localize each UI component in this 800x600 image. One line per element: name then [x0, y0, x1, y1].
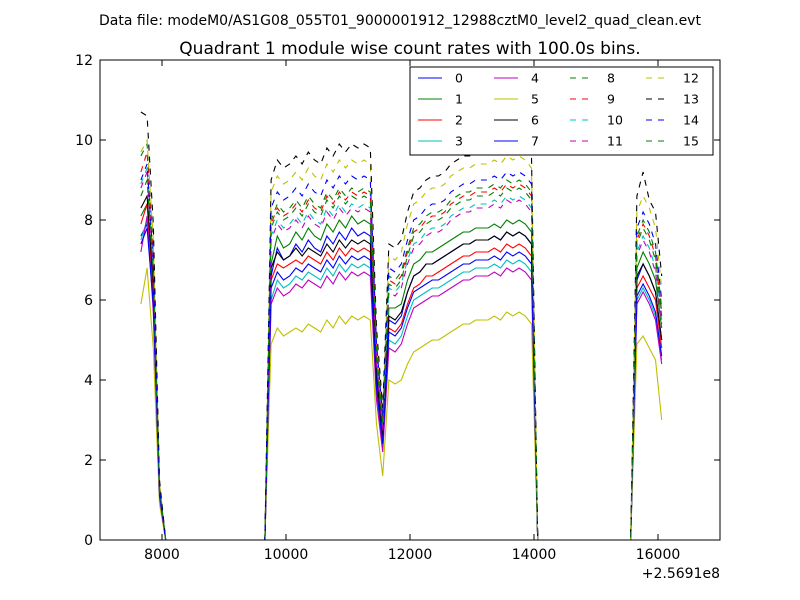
y-tick-label: 8 [84, 213, 93, 229]
series-line-1 [140, 202, 663, 541]
legend-label-8: 8 [607, 71, 615, 86]
legend-label-0: 0 [455, 71, 463, 86]
x-tick-label: 12000 [388, 547, 433, 563]
x-offset-label: +2.5691e8 [642, 566, 720, 582]
legend-label-7: 7 [531, 134, 539, 149]
legend-label-10: 10 [607, 113, 623, 128]
y-tick-label: 6 [84, 293, 93, 309]
series-line-8 [140, 141, 663, 541]
series-line-9 [140, 151, 663, 541]
legend-label-3: 3 [455, 134, 463, 149]
legend-label-1: 1 [455, 92, 463, 107]
y-tick-label: 2 [84, 453, 93, 469]
legend-label-5: 5 [531, 92, 539, 107]
y-tick-label: 4 [84, 373, 93, 389]
figure-suptitle: Data file: modeM0/AS1G08_055T01_90000019… [99, 13, 701, 29]
series-layer [140, 111, 663, 541]
legend-frame [409, 66, 714, 156]
axes-frame [99, 59, 721, 541]
y-tick-label: 12 [75, 53, 93, 69]
x-tick-label: 8000 [144, 547, 180, 563]
y-tick-label: 10 [75, 133, 93, 149]
series-line-11 [140, 171, 663, 541]
series-line-6 [140, 194, 663, 541]
legend-label-6: 6 [531, 113, 539, 128]
legend-label-15: 15 [683, 134, 699, 149]
series-line-5 [140, 267, 663, 541]
legend-label-12: 12 [683, 71, 699, 86]
legend-label-4: 4 [531, 71, 539, 86]
legend-label-11: 11 [607, 134, 623, 149]
series-line-3 [140, 219, 663, 541]
legend-label-14: 14 [683, 113, 699, 128]
x-tick-label: 10000 [264, 547, 309, 563]
x-tick-label: 16000 [636, 547, 681, 563]
legend-label-2: 2 [455, 113, 463, 128]
series-line-4 [140, 215, 663, 541]
series-line-14 [140, 163, 663, 541]
y-tick-label: 0 [84, 533, 93, 549]
series-line-7 [140, 227, 663, 541]
series-line-10 [140, 167, 663, 541]
series-line-12 [140, 137, 663, 541]
chart-title: Quadrant 1 module wise count rates with … [179, 39, 640, 59]
series-line-2 [140, 203, 663, 541]
x-tick-label: 14000 [512, 547, 557, 563]
legend-label-9: 9 [607, 92, 615, 107]
legend-label-13: 13 [683, 92, 699, 107]
